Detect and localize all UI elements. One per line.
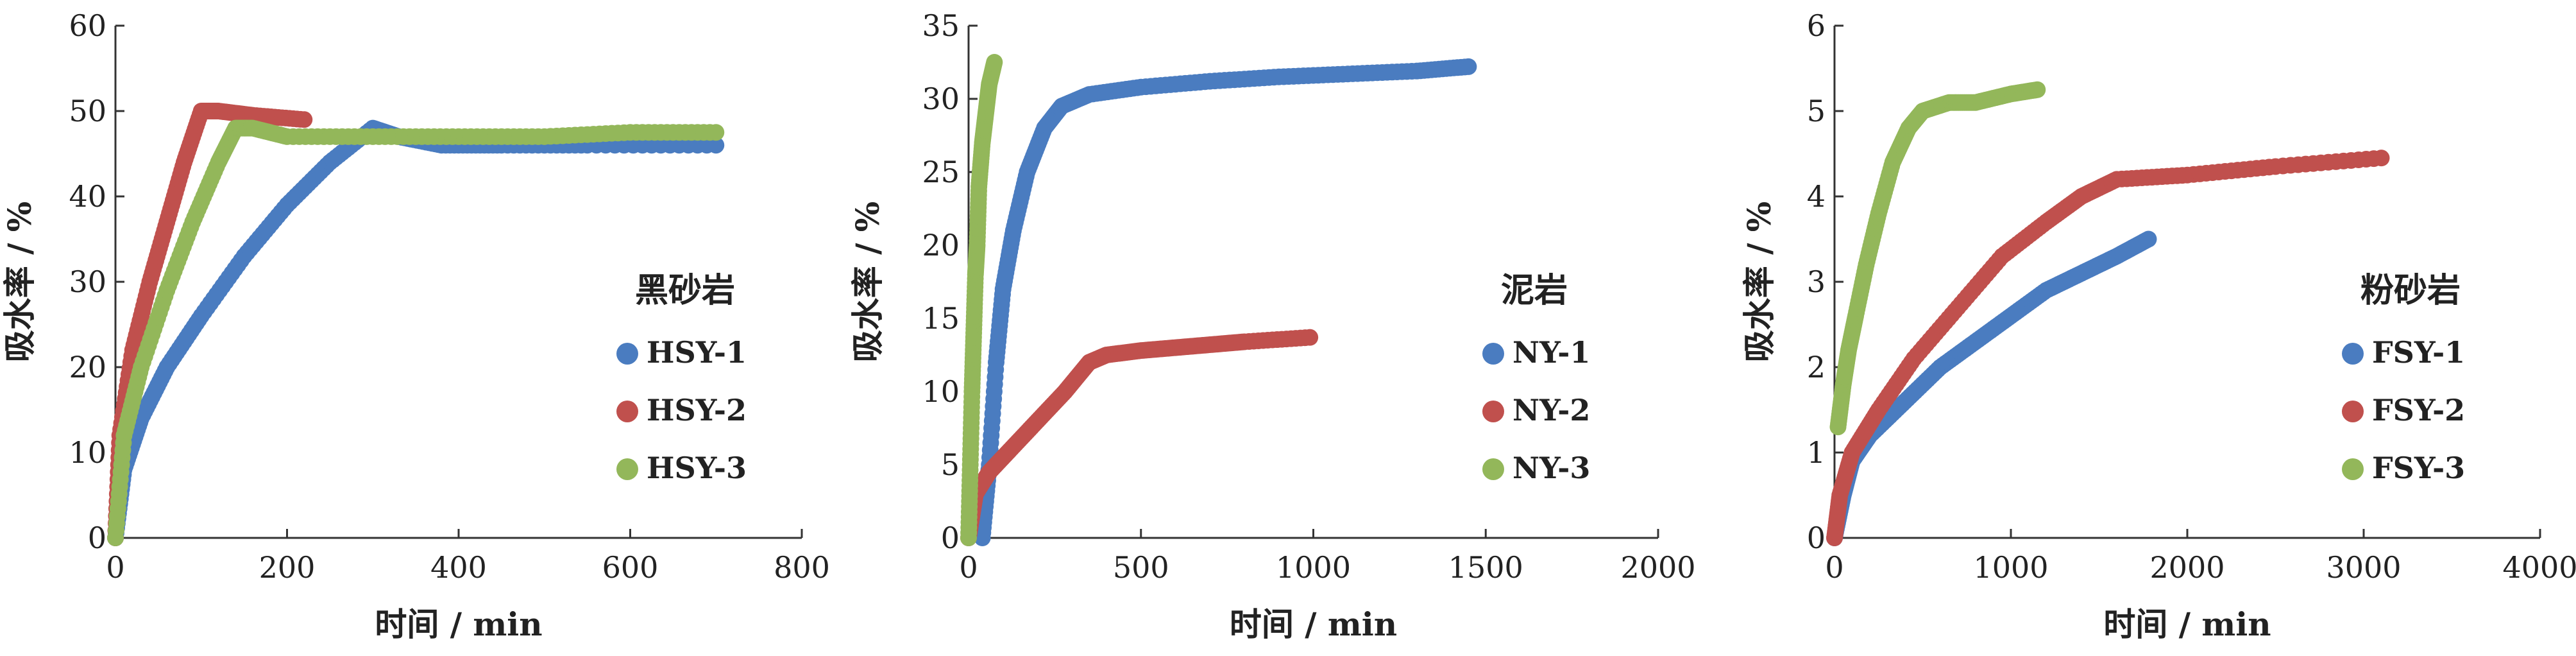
x-tick-label: 2000: [2149, 550, 2224, 585]
y-axis-label: 吸水率 / %: [849, 202, 886, 363]
x-axis-label: 时间 / min: [1230, 605, 1397, 643]
series-FSY-2: [1826, 150, 2390, 546]
series-NY-3: [960, 54, 1003, 546]
legend-title: 粉砂岩: [2360, 271, 2461, 310]
y-tick-label: 5: [1807, 94, 1826, 128]
y-tick-label: 4: [1807, 179, 1826, 214]
x-tick-label: 400: [430, 550, 487, 585]
y-tick-label: 35: [922, 8, 960, 43]
x-tick-label: 1000: [1276, 550, 1351, 585]
y-tick-label: 60: [69, 8, 106, 43]
y-tick-label: 0: [941, 521, 960, 555]
legend-entry: HSY-2: [647, 393, 747, 427]
x-axis-label: 时间 / min: [375, 605, 542, 643]
data-point: [708, 124, 725, 141]
data-point: [708, 137, 725, 154]
x-tick-label: 0: [1825, 550, 1843, 585]
series-NY-2: [960, 329, 1319, 546]
y-tick-label: 20: [69, 350, 106, 384]
x-tick-label: 4000: [2502, 550, 2576, 585]
legend-title: 泥岩: [1501, 271, 1568, 310]
legend-marker: [616, 401, 638, 422]
series-HSY-1: [107, 119, 725, 546]
legend-entry: NY-3: [1513, 451, 1590, 485]
y-tick-label: 10: [69, 435, 106, 470]
data-point: [2373, 150, 2390, 167]
x-tick-label: 3000: [2326, 550, 2401, 585]
x-tick-label: 200: [259, 550, 316, 585]
y-tick-label: 30: [922, 82, 960, 116]
x-tick-label: 0: [959, 550, 978, 585]
y-tick-label: 20: [922, 228, 960, 263]
y-tick-label: 6: [1807, 8, 1826, 43]
chart-2: 0 5 10 15 20 25 30 35 0 500 1000 1500 2000 时间 / min 吸水…: [849, 8, 1696, 643]
x-tick-label: 600: [602, 550, 659, 585]
y-tick-label: 0: [1807, 521, 1826, 555]
legend-marker: [616, 458, 638, 480]
x-tick-label: 800: [774, 550, 830, 585]
legend-entry: FSY-3: [2372, 451, 2465, 485]
legend-marker: [2342, 343, 2364, 365]
legend-entry: FSY-1: [2372, 335, 2465, 370]
legend-entry: HSY-3: [647, 451, 747, 485]
chart-3: 0 1 2 3 4 5 6 0 1000 2000 3000 4000 时间 / min 吸水率 / % 粉…: [1740, 8, 2576, 643]
data-point: [1460, 58, 1477, 75]
legend-marker: [1482, 401, 1504, 422]
legend-entry: FSY-2: [2372, 393, 2465, 427]
series-NY-1: [974, 58, 1477, 546]
y-tick-label: 25: [922, 155, 960, 189]
x-tick-label: 1500: [1448, 550, 1523, 585]
data-point: [2140, 230, 2157, 248]
legend-entry: NY-2: [1513, 393, 1590, 427]
y-tick-label: 3: [1807, 264, 1826, 299]
legend-entry: HSY-1: [647, 335, 747, 370]
legend-entry: NY-1: [1513, 335, 1590, 370]
legend-marker: [1482, 458, 1504, 480]
data-point: [2029, 81, 2046, 98]
x-tick-label: 500: [1113, 550, 1169, 585]
y-tick-label: 30: [69, 264, 106, 299]
data-point: [986, 54, 1003, 71]
legend-marker: [2342, 458, 2364, 480]
data-point: [296, 111, 313, 128]
y-axis-label: 吸水率 / %: [1, 202, 38, 363]
series-FSY-3: [1829, 81, 2046, 436]
x-axis-label: 时间 / min: [2103, 605, 2271, 643]
y-tick-label: 1: [1807, 435, 1826, 470]
y-axis-label: 吸水率 / %: [1740, 202, 1778, 363]
y-tick-label: 10: [922, 374, 960, 409]
legend-marker: [616, 343, 638, 365]
legend-marker: [2342, 401, 2364, 422]
legend-marker: [1482, 343, 1504, 365]
y-tick-label: 15: [922, 301, 960, 336]
legend-title: 黑砂岩: [635, 271, 735, 310]
data-point: [1301, 329, 1319, 346]
x-tick-label: 2000: [1620, 550, 1695, 585]
y-tick-label: 2: [1807, 350, 1826, 384]
y-tick-label: 50: [69, 94, 106, 128]
y-tick-label: 40: [69, 179, 106, 214]
y-tick-label: 0: [88, 521, 106, 555]
x-tick-label: 1000: [1973, 550, 2048, 585]
y-tick-label: 5: [941, 447, 960, 482]
series-HSY-3: [107, 119, 725, 546]
x-tick-label: 0: [106, 550, 124, 585]
